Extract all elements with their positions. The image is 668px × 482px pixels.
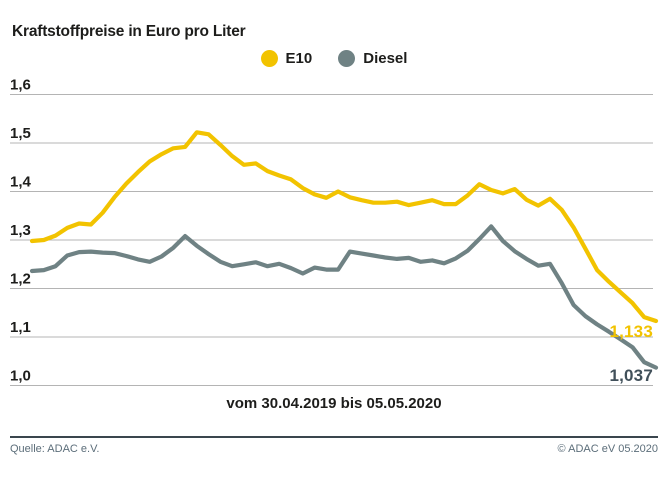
footer: Quelle: ADAC e.V. © ADAC eV 05.2020 xyxy=(10,443,658,455)
e10-last-value-label: 1,133 xyxy=(609,322,653,341)
y-tick-label-1,0: 1,0 xyxy=(10,368,31,385)
diesel-last-value-label: 1,037 xyxy=(609,366,653,385)
diesel-series-dot-icon xyxy=(338,50,356,67)
e10-series-line xyxy=(29,130,659,324)
legend-label-diesel: Diesel xyxy=(363,50,408,67)
legend-item-e10: E10 xyxy=(260,50,313,67)
y-tick-label-1,3: 1,3 xyxy=(10,222,31,239)
legend-item-diesel: Diesel xyxy=(338,50,407,67)
y-tick-label-1,4: 1,4 xyxy=(10,174,32,191)
y-tick-label-1,5: 1,5 xyxy=(10,125,31,142)
source-text: Quelle: ADAC e.V. xyxy=(10,443,100,455)
y-tick-label-1,1: 1,1 xyxy=(10,319,31,336)
diesel-series-line xyxy=(29,224,659,370)
e10-series-dot-icon xyxy=(260,50,278,67)
date-range-caption: vom 30.04.2019 bis 05.05.2020 xyxy=(226,395,442,412)
chart-legend: E10 Diesel xyxy=(0,50,668,67)
legend-label-e10: E10 xyxy=(285,50,313,67)
chart-title: Kraftstoffpreise in Euro pro Liter xyxy=(12,23,246,40)
copyright-text: © ADAC eV 05.2020 xyxy=(557,443,658,455)
footer-divider xyxy=(10,436,658,438)
y-tick-label-1,2: 1,2 xyxy=(10,271,31,288)
y-tick-label-1,6: 1,6 xyxy=(10,77,31,94)
